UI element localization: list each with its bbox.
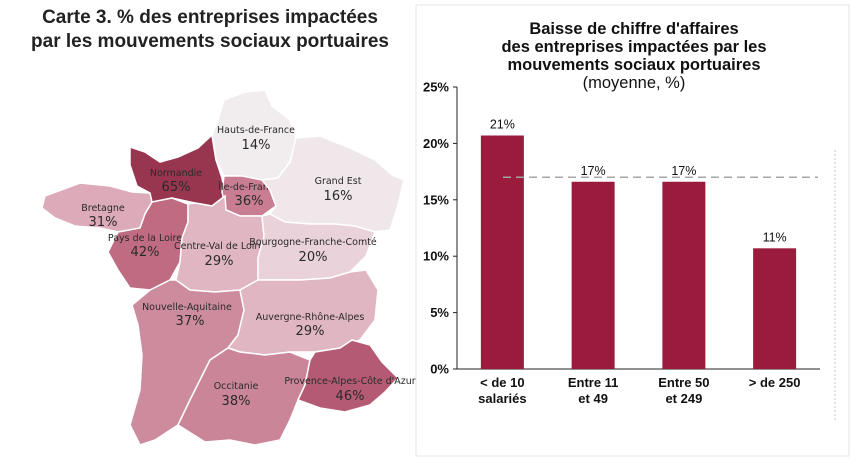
bar-chart: 0% 5% 10% 15% 20% 25% 21% 17% 17% 11% < de 10sal… — [415, 4, 850, 457]
x-tick-label: salariés — [478, 391, 526, 406]
region-label-normandie: Normandie — [150, 168, 202, 179]
y-tick-label: 5% — [430, 305, 449, 320]
bar-data-label: 21% — [490, 118, 515, 132]
region-nouvelle-aquitaine: Nouvelle-Aquitaine 37% — [129, 279, 245, 446]
region-pays-de-la-loire: Pays de la Loire 42% — [107, 197, 189, 291]
y-tick-label: 20% — [423, 136, 449, 151]
region-value-pays-de-la-loire: 42% — [131, 245, 160, 260]
bar — [662, 181, 706, 369]
region-label-centre-val-de-loire: Centre-Val de Loire — [174, 241, 264, 252]
region-label-grand-est: Grand Est — [315, 176, 362, 187]
chart-title-line3: mouvements sociaux portuaires — [507, 56, 761, 74]
region-label-occitanie: Occitanie — [214, 381, 259, 392]
x-tick-label: < de 10 — [480, 375, 524, 390]
bar-data-label: 11% — [763, 230, 787, 244]
region-value-centre-val-de-loire: 29% — [205, 254, 234, 269]
region-provence-alpes-cote-d-azur: Provence-Alpes-Côte d'Azur 46% — [284, 339, 416, 413]
y-tick-label: 15% — [423, 192, 449, 207]
region-label-hauts-de-france: Hauts-de-France — [217, 125, 295, 136]
region-hauts-de-france: Hauts-de-France 14% — [211, 89, 297, 181]
y-tick-label: 25% — [423, 80, 449, 95]
region-value-bourgogne-franche-comte: 20% — [299, 250, 328, 265]
y-tick-label: 10% — [423, 249, 449, 264]
region-label-nouvelle-aquitaine: Nouvelle-Aquitaine — [142, 302, 232, 313]
x-tick-label: > de 250 — [749, 375, 801, 390]
region-value-auvergne-rhone-alpes: 29% — [296, 324, 325, 339]
region-grand-est: Grand Est 16% — [260, 135, 405, 233]
region-label-bretagne: Bretagne — [81, 203, 125, 214]
region-label-auvergne-rhone-alpes: Auvergne-Rhône-Alpes — [256, 312, 365, 323]
bar — [480, 135, 524, 369]
region-shape-provence-alpes-cote-d-azur — [296, 339, 400, 413]
region-label-pays-de-la-loire: Pays de la Loire — [108, 233, 182, 244]
x-tick-label: et 249 — [665, 391, 702, 406]
map-title-line2: par les mouvements sociaux portuaires — [31, 31, 389, 52]
region-value-bretagne: 31% — [89, 215, 118, 230]
region-shape-occitanie — [177, 347, 311, 446]
chart-title-line2: des entreprises impactées par les — [501, 38, 767, 56]
region-bretagne: Bretagne 31% — [41, 182, 153, 233]
region-label-provence-alpes-cote-d-azur: Provence-Alpes-Côte d'Azur — [284, 376, 415, 387]
region-shape-bourgogne-franche-comte — [257, 213, 376, 281]
x-tick-label: Entre 50 — [658, 375, 709, 390]
x-tick-label: Entre 11 — [568, 375, 619, 390]
bar — [571, 181, 615, 369]
x-tick-label: et 49 — [578, 391, 608, 406]
region-occitanie: Occitanie 38% — [177, 347, 311, 446]
region-auvergne-rhone-alpes: Auvergne-Rhône-Alpes 29% — [226, 269, 379, 356]
bar — [753, 248, 797, 369]
france-map: Bretagne 31% Normandie 65% Hauts-de-Fran… — [41, 89, 416, 446]
chart-subtitle: (moyenne, %) — [582, 74, 686, 92]
bar-data-label: 17% — [671, 164, 696, 178]
region-value-hauts-de-france: 14% — [242, 138, 271, 153]
bar-data-label: 17% — [581, 164, 606, 178]
chart-title-line1: Baisse de chiffre d'affaires — [529, 20, 739, 38]
chart-frame — [415, 4, 850, 457]
map-title-line1: Carte 3. % des entreprises impactées — [42, 7, 378, 28]
region-value-ile-de-france: 36% — [235, 194, 264, 209]
region-value-occitanie: 38% — [222, 394, 251, 409]
y-tick-label: 0% — [430, 362, 449, 377]
region-bourgogne-franche-comte: Bourgogne-Franche-Comté 20% — [249, 213, 377, 281]
region-value-nouvelle-aquitaine: 37% — [176, 314, 205, 329]
region-value-normandie: 65% — [162, 180, 191, 195]
region-value-provence-alpes-cote-d-azur: 46% — [336, 389, 365, 404]
region-value-grand-est: 16% — [324, 189, 353, 204]
region-label-bourgogne-franche-comte: Bourgogne-Franche-Comté — [249, 237, 377, 248]
map-title: Carte 3. % des entreprises impactées par… — [0, 6, 420, 54]
chart-title: Baisse de chiffre d'affaires des entrepr… — [418, 20, 850, 92]
